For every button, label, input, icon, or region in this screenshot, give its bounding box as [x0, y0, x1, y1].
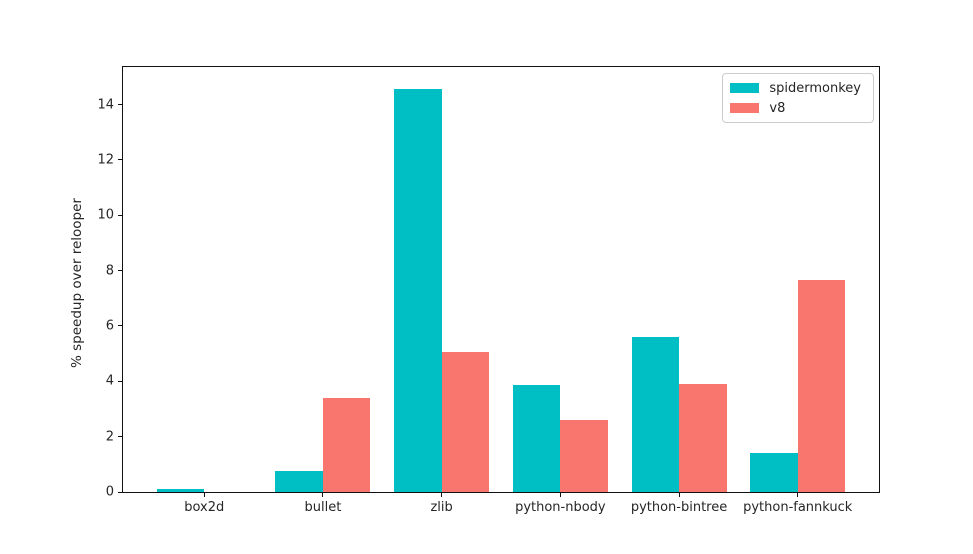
y-tick-mark-10: [118, 214, 123, 216]
plot-area: % speedup over relooper spidermonkey v8 …: [69, 66, 880, 515]
bar-spidermonkey-bullet: [275, 471, 323, 492]
bar-v8-zlib: [441, 352, 490, 492]
x-tick-label-box2d: box2d: [184, 500, 225, 515]
x-tick-mark-python-bintree: [678, 492, 680, 497]
y-tick-label-6: 6: [105, 318, 114, 334]
legend: spidermonkey v8: [722, 73, 874, 123]
legend-entry-spidermonkey: spidermonkey: [730, 80, 861, 96]
y-tick-label-8: 8: [105, 263, 114, 279]
y-tick-label-10: 10: [97, 207, 114, 223]
bar-v8-python-fannkuck: [797, 280, 846, 492]
y-tick-mark-8: [118, 270, 123, 272]
x-tick-mark-bullet: [322, 492, 324, 497]
bar-spidermonkey-python-nbody: [512, 385, 561, 492]
x-tick-mark-python-nbody: [559, 492, 561, 497]
y-tick-mark-12: [118, 159, 123, 161]
legend-label-v8: v8: [769, 100, 786, 116]
y-tick-mark-0: [118, 491, 123, 493]
y-tick-label-4: 4: [105, 373, 114, 389]
legend-swatch-spidermonkey: [730, 83, 760, 93]
y-tick-mark-14: [118, 104, 123, 106]
x-tick-label-python-fannkuck: python-fannkuck: [743, 500, 853, 515]
y-tick-label-14: 14: [97, 97, 114, 113]
x-tick-mark-python-fannkuck: [797, 492, 799, 497]
legend-swatch-v8: [730, 103, 760, 113]
x-tick-label-bullet: bullet: [304, 500, 342, 515]
y-tick-label-0: 0: [105, 484, 114, 500]
x-tick-label-python-nbody: python-nbody: [515, 500, 606, 515]
y-tick-label-12: 12: [97, 152, 114, 168]
y-tick-mark-2: [118, 436, 123, 438]
y-tick-mark-6: [118, 325, 123, 327]
legend-label-spidermonkey: spidermonkey: [769, 80, 861, 96]
y-tick-label-2: 2: [105, 429, 114, 445]
bar-v8-bullet: [322, 397, 371, 492]
y-tick-mark-4: [118, 380, 123, 382]
bar-spidermonkey-python-fannkuck: [750, 453, 798, 492]
x-tick-mark-box2d: [203, 492, 205, 497]
bar-v8-python-bintree: [679, 384, 727, 492]
x-tick-mark-zlib: [441, 492, 443, 497]
x-tick-label-zlib: zlib: [430, 500, 453, 515]
x-tick-label-python-bintree: python-bintree: [630, 500, 728, 515]
y-axis-label: % speedup over relooper: [69, 197, 85, 368]
bar-spidermonkey-box2d: [156, 489, 205, 492]
bar-v8-python-nbody: [560, 420, 608, 492]
legend-entry-v8: v8: [730, 100, 861, 116]
bar-spidermonkey-python-bintree: [631, 337, 680, 492]
bar-spidermonkey-zlib: [394, 89, 442, 492]
